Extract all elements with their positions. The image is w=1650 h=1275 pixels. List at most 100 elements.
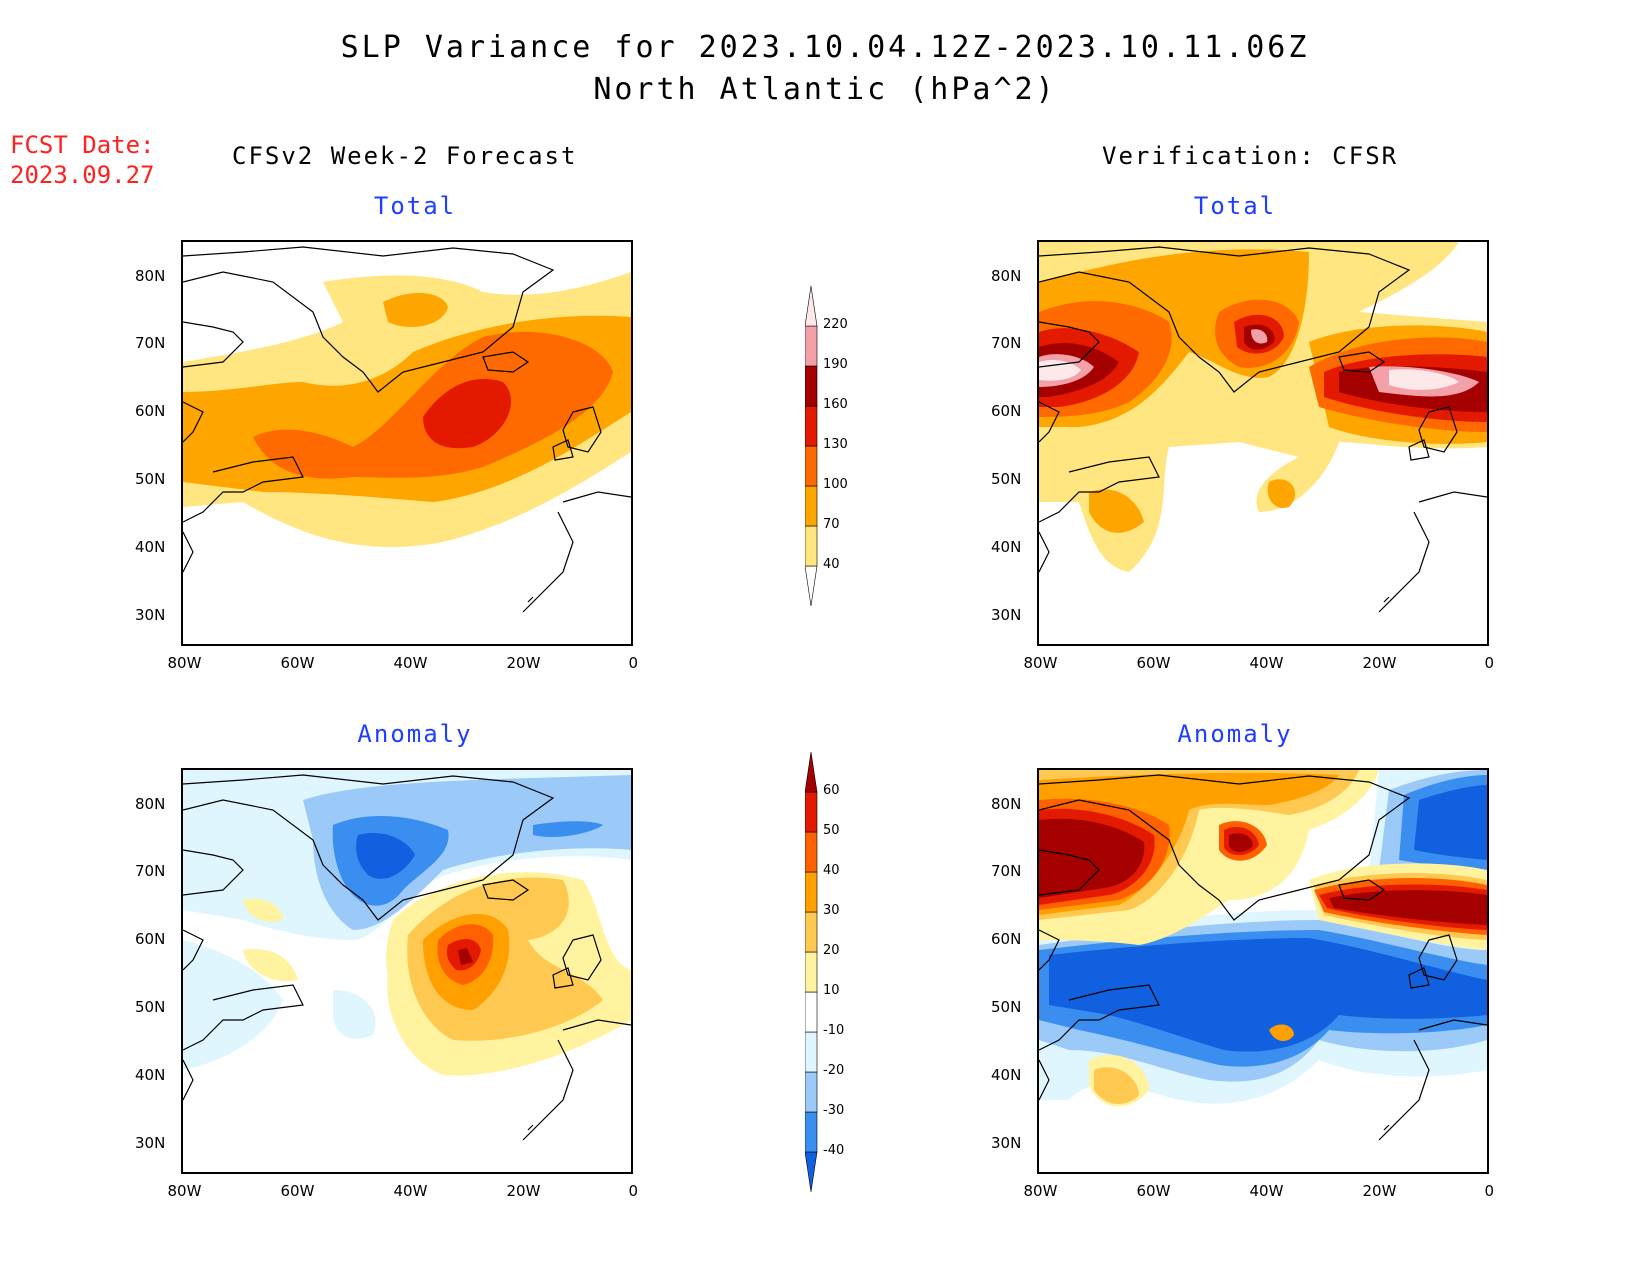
lat-tick-fcst-total: 40N: [135, 538, 166, 556]
iberia-coast-icon: [522, 1019, 631, 1141]
lon-tick-verif-anom: 80W: [1023, 1182, 1058, 1200]
colorbar-swatch: [804, 831, 818, 873]
map-verif-total: [1039, 242, 1487, 613]
lat-tick-fcst-total: 60N: [135, 402, 166, 420]
right-column-title: Verification: CFSR: [1102, 142, 1399, 170]
map-fcst-anom: [183, 770, 631, 1141]
colorbar-swatch: [804, 405, 818, 447]
colorbar-swatch: [804, 751, 818, 793]
colorbar-swatch: [804, 365, 818, 407]
shade-neg40: [1049, 785, 1487, 1052]
fcst-date-block: FCST Date: 2023.09.27: [10, 130, 155, 190]
lon-tick-verif-anom: 60W: [1136, 1182, 1171, 1200]
greenland-coast-icon: [183, 774, 555, 921]
colorbar-swatch: [804, 791, 818, 833]
colorbar-anom-svg: [804, 751, 818, 1193]
shade-neg30: [332, 815, 603, 906]
lon-tick-verif-anom: 40W: [1249, 1182, 1284, 1200]
colorbar-level-label: -30: [823, 1103, 845, 1118]
verif-total-subtitle: Total: [1193, 192, 1277, 220]
colorbar-level-label: 100: [823, 477, 848, 492]
lat-tick-verif-total: 60N: [991, 402, 1022, 420]
colorbar-total: [804, 285, 835, 616]
shade-70-greenland: [383, 292, 448, 327]
colorbar-swatch: [804, 1151, 818, 1193]
panel-fcst-anom: [181, 768, 633, 1174]
colorbar-level-label: 20: [823, 943, 840, 958]
lon-tick-verif-total: 0: [1484, 654, 1495, 672]
british-isles-coast-icon: [552, 406, 602, 461]
lat-tick-fcst-total: 30N: [135, 606, 166, 624]
colorbar-swatch: [804, 565, 818, 607]
colorbar-swatch: [804, 951, 818, 993]
lon-tick-fcst-total: 0: [628, 654, 639, 672]
colorbar-level-label: 160: [823, 397, 848, 412]
colorbar-level-label: 190: [823, 357, 848, 372]
colorbar-level-label: 40: [823, 557, 840, 572]
shade-160: [1039, 324, 1487, 412]
lat-tick-fcst-total: 70N: [135, 334, 166, 352]
lon-tick-fcst-total: 40W: [393, 654, 428, 672]
panel-verif-total: [1037, 240, 1489, 646]
map-fcst-total: [183, 246, 631, 613]
colorbar-level-label: 60: [823, 783, 840, 798]
lat-tick-verif-anom: 60N: [991, 930, 1022, 948]
iberia-coast-icon: [522, 491, 631, 613]
fcst-date-value: 2023.09.27: [10, 161, 155, 189]
shade-130: [423, 378, 512, 449]
lon-tick-fcst-anom: 20W: [506, 1182, 541, 1200]
lat-tick-verif-anom: 30N: [991, 1134, 1022, 1152]
shade-pos60: [458, 948, 473, 965]
canada-coast-icon: [183, 321, 304, 573]
canada-coast-icon: [1039, 849, 1160, 1101]
lat-tick-verif-anom: 80N: [991, 795, 1022, 813]
shade-neg40: [356, 832, 415, 879]
colorbar-level-label: 70: [823, 517, 840, 532]
lon-tick-verif-anom: 0: [1484, 1182, 1495, 1200]
iberia-coast-icon: [1378, 1019, 1487, 1141]
left-column-title: CFSv2 Week-2 Forecast: [232, 142, 578, 170]
colorbar-level-label: 40: [823, 863, 840, 878]
greenland-coast-icon: [183, 246, 555, 393]
lat-tick-verif-anom: 50N: [991, 998, 1022, 1016]
canada-coast-icon: [183, 849, 304, 1101]
coastlines: [1039, 774, 1487, 1141]
colorbar-swatch: [804, 871, 818, 913]
colorbar-level-label: 30: [823, 903, 840, 918]
iceland-coast-icon: [1338, 879, 1386, 901]
lat-tick-verif-total: 50N: [991, 470, 1022, 488]
lon-tick-verif-total: 20W: [1362, 654, 1397, 672]
colorbar-level-label: -20: [823, 1063, 845, 1078]
fcst-total-subtitle: Total: [373, 192, 457, 220]
main-title-line1: SLP Variance for 2023.10.04.12Z-2023.10.…: [340, 30, 1310, 65]
shade-pos60: [1039, 818, 1487, 925]
colorbar-swatch: [804, 991, 818, 1033]
fcst-date-label: FCST Date:: [10, 131, 155, 159]
colorbar-swatch: [804, 525, 818, 567]
british-isles-coast-icon: [1408, 406, 1458, 461]
coastlines: [183, 774, 631, 1141]
map-verif-anom: [1039, 770, 1487, 1141]
lat-tick-verif-anom: 40N: [991, 1066, 1022, 1084]
colorbar-swatch: [804, 1031, 818, 1073]
iberia-coast-icon: [1378, 491, 1487, 613]
lat-tick-fcst-anom: 50N: [135, 998, 166, 1016]
lat-tick-fcst-anom: 80N: [135, 795, 166, 813]
colorbar-swatch: [804, 1071, 818, 1113]
colorbar-level-label: -40: [823, 1143, 845, 1158]
lat-tick-fcst-anom: 60N: [135, 930, 166, 948]
lat-tick-fcst-anom: 70N: [135, 862, 166, 880]
colorbar-level-label: 10: [823, 983, 840, 998]
shade-220: [1039, 359, 1459, 390]
coastlines: [1039, 246, 1487, 613]
lat-tick-verif-total: 30N: [991, 606, 1022, 624]
colorbar-swatch: [804, 285, 818, 327]
main-title-line2: North Atlantic (hPa^2): [593, 72, 1057, 107]
lat-tick-verif-anom: 70N: [991, 862, 1022, 880]
colorbar-swatch: [804, 485, 818, 527]
lon-tick-verif-total: 40W: [1249, 654, 1284, 672]
lat-tick-fcst-total: 80N: [135, 267, 166, 285]
coastlines: [183, 246, 631, 613]
colorbar-swatch: [804, 445, 818, 487]
lon-tick-fcst-anom: 80W: [167, 1182, 202, 1200]
